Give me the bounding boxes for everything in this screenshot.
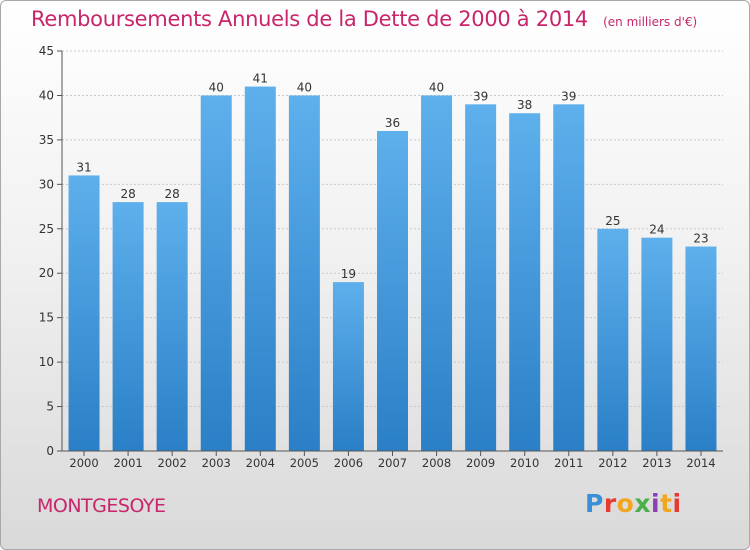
bar — [288, 95, 320, 451]
axes — [57, 50, 723, 456]
x-tick-label: 2007 — [378, 456, 407, 470]
x-tick-label: 2008 — [422, 456, 451, 470]
chart-title-row: Remboursements Annuels de la Dette de 20… — [31, 7, 697, 31]
commune-name: MONTGESOYE — [37, 495, 166, 517]
y-tick-label: 45 — [39, 44, 54, 58]
y-tick-label: 40 — [39, 88, 54, 102]
bar — [597, 228, 629, 451]
bar — [553, 104, 585, 451]
data-label: 40 — [209, 80, 224, 94]
bar — [332, 282, 364, 451]
y-tick-label: 35 — [39, 133, 54, 147]
x-tick-label: 2005 — [290, 456, 319, 470]
x-tick-label: 2006 — [334, 456, 363, 470]
bar — [244, 86, 276, 452]
x-tick-label: 2012 — [598, 456, 627, 470]
data-label: 28 — [120, 187, 135, 201]
y-tick-label: 0 — [46, 444, 54, 458]
data-label: 19 — [341, 267, 356, 281]
data-label: 23 — [693, 232, 708, 246]
x-tick-label: 2002 — [158, 456, 187, 470]
proxiti-logo: Proxiti — [585, 489, 682, 518]
bar — [685, 246, 717, 451]
data-label: 40 — [297, 80, 312, 94]
bar — [377, 131, 408, 451]
bar — [641, 237, 673, 451]
y-tick-label: 25 — [39, 222, 54, 236]
y-tick-label: 15 — [39, 311, 54, 325]
data-label: 38 — [517, 98, 532, 112]
bar — [421, 95, 453, 451]
bar — [509, 113, 541, 451]
x-tick-label: 2001 — [113, 456, 142, 470]
chart-unit: (en milliers d'€) — [603, 15, 698, 29]
chart-title: Remboursements Annuels de la Dette de 20… — [31, 7, 588, 31]
x-tick-label: 2004 — [246, 456, 275, 470]
bar — [156, 202, 188, 451]
y-tick-label: 20 — [39, 266, 54, 280]
bars — [68, 86, 717, 452]
data-label: 41 — [253, 72, 268, 86]
data-label: 31 — [76, 160, 91, 174]
x-tick-label: 2000 — [69, 456, 98, 470]
y-tick-label: 30 — [39, 177, 54, 191]
data-label: 28 — [165, 187, 180, 201]
bar — [465, 104, 497, 451]
x-tick-label: 2013 — [642, 456, 671, 470]
data-label: 24 — [649, 223, 664, 237]
y-tick-label: 5 — [46, 400, 54, 414]
x-tick-label: 2009 — [466, 456, 495, 470]
data-label: 39 — [473, 89, 488, 103]
bar — [112, 202, 144, 451]
data-label: 25 — [605, 214, 620, 228]
x-tick-label: 2014 — [686, 456, 715, 470]
x-tick-label: 2003 — [202, 456, 231, 470]
x-tick-label: 2011 — [554, 456, 583, 470]
data-label: 40 — [429, 80, 444, 94]
data-label: 36 — [385, 116, 400, 130]
bar — [68, 175, 100, 451]
data-label: 39 — [561, 89, 576, 103]
y-tick-label: 10 — [39, 355, 54, 369]
bar — [200, 95, 232, 451]
x-tick-label: 2010 — [510, 456, 539, 470]
labels: 0 5 10 15 20 25 30 35 40 45 31 2000 28 2001 28 2002 40 20… — [39, 44, 716, 470]
